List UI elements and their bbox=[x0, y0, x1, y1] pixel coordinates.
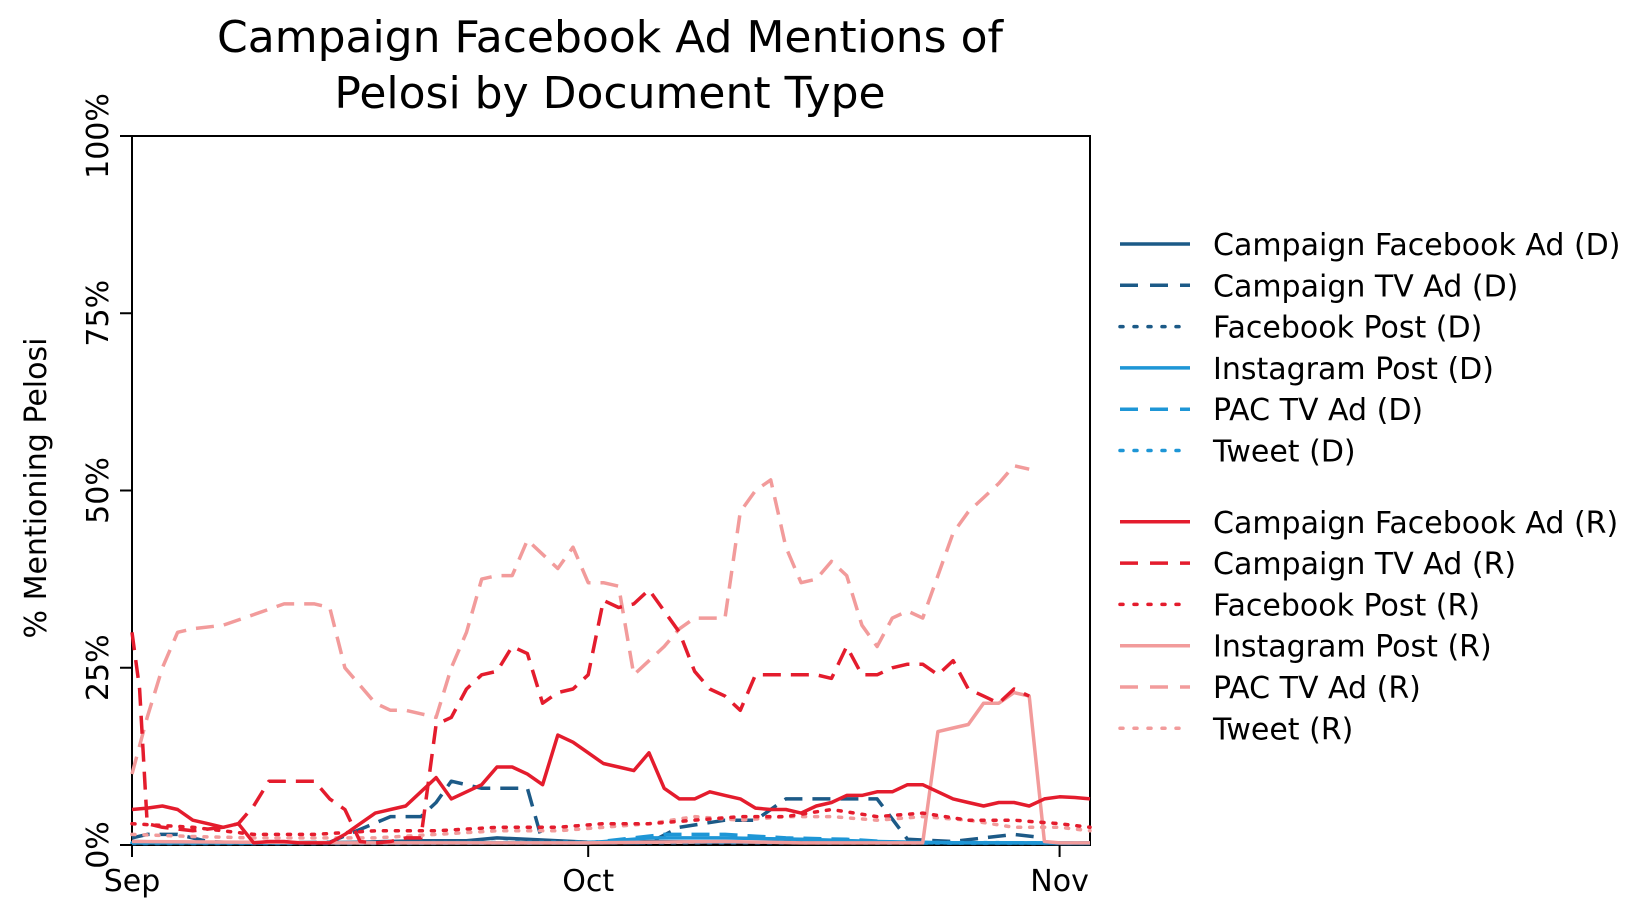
series-line-facebook-post-r bbox=[130, 807, 1092, 837]
y-tick-label: 0% bbox=[81, 821, 116, 869]
chart-title-line1: Campaign Facebook Ad Mentions of bbox=[217, 12, 1004, 63]
x-tick-label: Sep bbox=[104, 864, 161, 899]
series-line-pac-tv-ad-r bbox=[130, 463, 1030, 775]
y-tick-label: 100% bbox=[81, 93, 116, 179]
legend-label-campaign-facebook-ad-d: Campaign Facebook Ad (D) bbox=[1213, 228, 1621, 263]
x-tick-label: Nov bbox=[1030, 864, 1089, 899]
legend-label-tweet-d: Tweet (D) bbox=[1212, 435, 1356, 470]
legend-label-campaign-tv-ad-r: Campaign TV Ad (R) bbox=[1213, 547, 1516, 582]
legend-label-campaign-facebook-ad-r: Campaign Facebook Ad (R) bbox=[1213, 506, 1618, 541]
legend-label-instagram-post-d: Instagram Post (D) bbox=[1213, 352, 1494, 387]
legend-label-pac-tv-ad-r: PAC TV Ad (R) bbox=[1213, 671, 1421, 706]
legend-label-instagram-post-r: Instagram Post (R) bbox=[1213, 630, 1492, 665]
y-axis-label: % Mentioning Pelosi bbox=[19, 338, 54, 639]
legend-label-facebook-post-r: Facebook Post (R) bbox=[1213, 588, 1480, 623]
series-line-campaign-tv-ad-d bbox=[131, 779, 1045, 845]
tick-layer: 0% 25% 50% 75% 100% Sep Oct Nov bbox=[81, 93, 1089, 899]
legend: Campaign Facebook Ad (D) Campaign TV Ad (… bbox=[1118, 228, 1621, 747]
y-tick-label: 75% bbox=[81, 280, 116, 347]
chart-title-line2: Pelosi by Document Type bbox=[334, 68, 885, 119]
series-line-campaign-tv-ad-r bbox=[130, 588, 1030, 845]
plot-frame bbox=[131, 135, 1091, 846]
legend-label-facebook-post-d: Facebook Post (D) bbox=[1213, 311, 1482, 346]
y-tick-label: 25% bbox=[81, 634, 116, 701]
legend-label-tweet-r: Tweet (R) bbox=[1212, 712, 1353, 747]
series-line-campaign-facebook-ad-r bbox=[131, 733, 1091, 845]
y-tick-label: 50% bbox=[81, 457, 116, 524]
legend-label-pac-tv-ad-d: PAC TV Ad (D) bbox=[1213, 393, 1423, 428]
x-tick-label: Oct bbox=[562, 864, 614, 899]
legend-label-campaign-tv-ad-d: Campaign TV Ad (D) bbox=[1213, 269, 1518, 304]
series-layer bbox=[130, 463, 1092, 846]
series-line-instagram-post-r bbox=[131, 690, 1090, 845]
